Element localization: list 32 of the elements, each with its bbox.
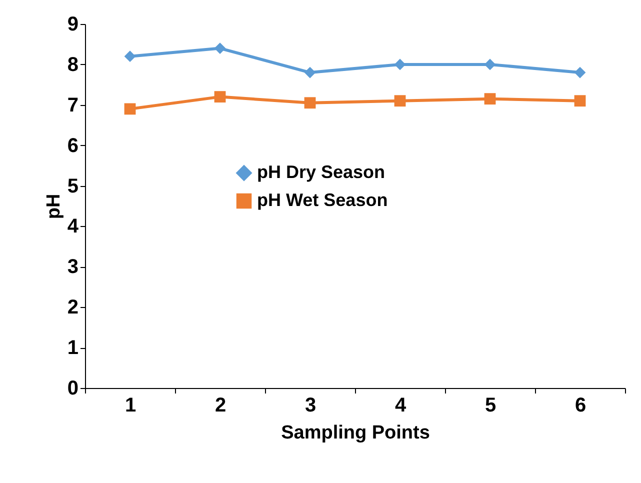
- point: [574, 66, 586, 78]
- point: [484, 93, 496, 105]
- point: [484, 58, 496, 70]
- x-tick-label: 3: [304, 394, 316, 416]
- point: [394, 58, 406, 70]
- y-tick-label: 0: [67, 378, 78, 400]
- x-tick-label: 2: [214, 394, 226, 416]
- x-tick-label: 5: [484, 394, 496, 416]
- point: [124, 103, 136, 115]
- point: [304, 97, 316, 109]
- y-axis-title: pH: [43, 194, 64, 220]
- point: [304, 66, 316, 78]
- y-tick-label: 3: [67, 256, 78, 278]
- legend-label: pH Wet Season: [257, 190, 388, 210]
- x-tick-label: 4: [394, 394, 407, 416]
- y-tick-label: 2: [67, 296, 78, 319]
- point: [124, 50, 136, 62]
- y-tick-label: 9: [67, 14, 78, 36]
- y-tick-label: 5: [67, 175, 78, 198]
- x-tick-label: 1: [124, 394, 136, 416]
- y-tick-label: 8: [67, 54, 78, 76]
- point: [394, 95, 406, 107]
- point: [214, 91, 226, 102]
- x-tick-label: 6: [574, 394, 586, 416]
- point: [214, 42, 226, 54]
- x-axis-title: Sampling Points: [281, 422, 430, 444]
- y-tick-label: 1: [67, 337, 78, 360]
- legend-label: pH Dry Season: [257, 162, 386, 182]
- y-tick-label: 7: [67, 94, 78, 116]
- y-tick-label: 4: [67, 216, 80, 238]
- y-tick-label: 6: [67, 134, 78, 157]
- point: [574, 95, 586, 107]
